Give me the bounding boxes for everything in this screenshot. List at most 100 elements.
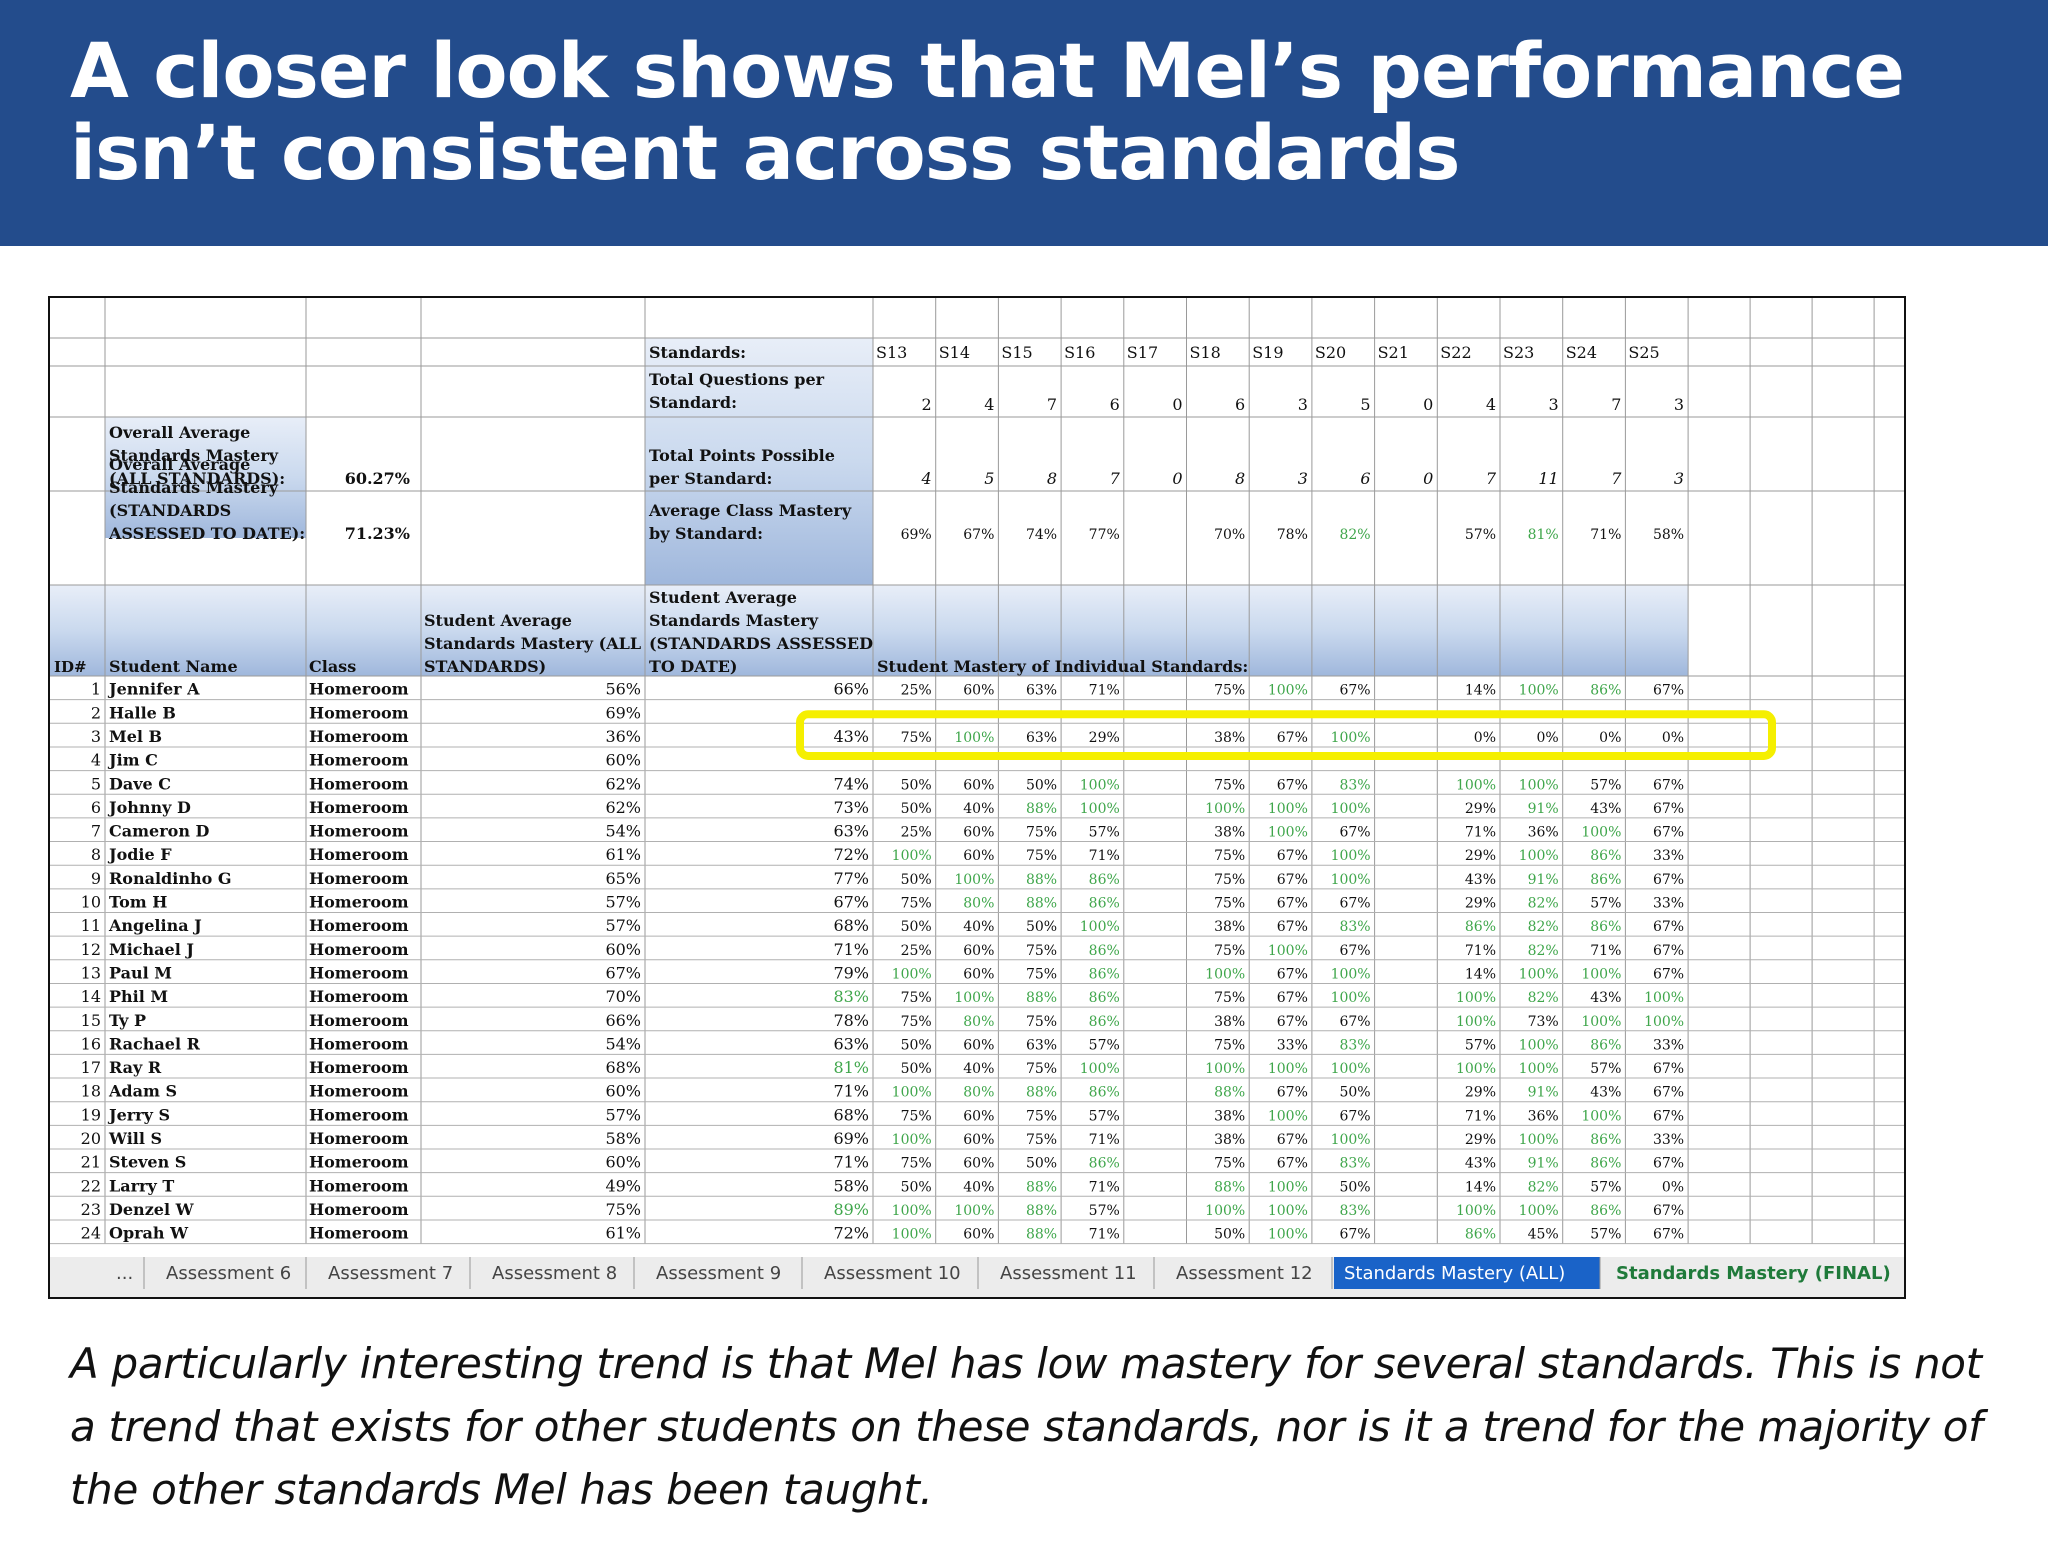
student-avg-to-date: 79% [833,963,869,982]
student-standard-score: 67% [1339,1014,1370,1030]
student-standard-score: 67% [1277,966,1308,982]
student-avg-to-date: 71% [833,940,869,959]
total-questions-value: 3 [1549,395,1559,414]
total-points-value: 5 [984,469,994,488]
student-class: Homeroom [309,703,409,722]
student-standard-score: 100% [1644,1014,1684,1030]
student-standard-score: 86% [1089,990,1120,1006]
student-standard-score: 100% [1644,990,1684,1006]
student-standard-score: 67% [1277,896,1308,912]
col-header-id: ID# [54,658,87,676]
student-standard-score: 29% [1465,896,1496,912]
student-standard-score: 86% [1089,872,1120,888]
student-standard-score: 88% [1026,1179,1057,1195]
student-standard-score: 75% [1214,943,1245,959]
overall-label-band [105,417,306,538]
student-avg-all: 61% [605,845,641,864]
student-avg-to-date: 69% [833,1129,869,1148]
student-standard-score: 100% [1581,1108,1621,1124]
student-standard-score: 100% [1519,848,1559,864]
student-standard-score: 60% [963,683,994,699]
student-standard-score: 33% [1653,848,1684,864]
student-standard-score: 63% [1026,1037,1057,1053]
student-standard-score: 50% [901,801,932,817]
student-standard-score: 100% [1519,1203,1559,1219]
student-standard-score: 67% [1339,896,1370,912]
student-standard-score: 33% [1277,1037,1308,1053]
student-standard-score: 67% [1653,1085,1684,1101]
student-standard-score: 67% [1653,919,1684,935]
student-class: Homeroom [309,916,409,935]
student-avg-to-date: 71% [833,1082,869,1101]
student-id: 20 [81,1129,101,1148]
standard-code: S19 [1252,343,1283,362]
student-name: Cameron D [109,822,210,841]
student-standard-score: 100% [954,1203,994,1219]
total-points-value: 6 [1360,469,1370,488]
student-avg-all: 60% [605,1153,641,1172]
student-standard-score: 40% [963,801,994,817]
student-standard-score: 75% [901,1156,932,1172]
student-standard-score: 50% [1339,1179,1370,1195]
student-name: Mel B [109,727,162,746]
student-standard-score: 67% [1277,1014,1308,1030]
student-name: Michael J [109,940,194,959]
student-standard-score: 50% [1026,1156,1057,1172]
student-standard-score: 86% [1089,1014,1120,1030]
student-standard-score: 100% [1268,1108,1308,1124]
student-standard-score: 67% [1339,943,1370,959]
sheet-tab: Assessment 11 [1000,1263,1137,1284]
student-standard-score: 71% [1465,825,1496,841]
student-standard-score: 67% [1277,919,1308,935]
student-standard-score: 75% [1026,966,1057,982]
student-standard-score: 91% [1528,872,1559,888]
student-standard-score: 75% [901,896,932,912]
student-id: 2 [91,703,101,722]
student-avg-all: 57% [605,893,641,912]
standard-code: S18 [1190,343,1221,362]
student-class: Homeroom [309,727,409,746]
student-standard-score: 36% [1528,825,1559,841]
avg-class-mastery-value: 70% [1214,527,1245,543]
student-standard-score: 75% [1026,1014,1057,1030]
student-standard-score: 100% [892,1227,932,1243]
student-standard-score: 25% [901,683,932,699]
student-standard-score: 100% [1331,1132,1371,1148]
student-standard-score: 100% [1519,1132,1559,1148]
student-avg-to-date: 78% [833,1011,869,1030]
student-standard-score: 100% [892,1132,932,1148]
overall-all-label: Overall Average Standards Mastery (ALL STA… [109,423,285,488]
student-standard-score: 100% [1331,1061,1371,1077]
student-avg-all: 61% [605,1224,641,1243]
student-standard-score: 57% [1590,1227,1621,1243]
student-standard-score: 100% [892,1085,932,1101]
student-standard-score: 60% [963,1108,994,1124]
student-avg-all: 60% [605,1082,641,1101]
student-class: Homeroom [309,845,409,864]
student-standard-score: 0% [1662,730,1684,746]
active-tab-background [1334,1257,1600,1289]
sheet-tab: Assessment 7 [328,1263,453,1284]
individual-standards-heading: Student Mastery of Individual Standards: [877,657,1248,676]
total-questions-value: 2 [922,395,932,414]
student-standard-score: 29% [1465,1085,1496,1101]
student-standard-score: 75% [1214,683,1245,699]
student-standard-score: 88% [1214,1085,1245,1101]
student-id: 21 [81,1153,101,1172]
student-standard-score: 40% [963,919,994,935]
student-standard-score: 50% [901,777,932,793]
student-standard-score: 100% [1268,943,1308,959]
slide-title: A closer look shows that Mel’s performan… [70,26,1905,197]
student-avg-all: 36% [605,727,641,746]
avg-class-mastery-label: Average Class Mastery by Standard: [648,501,852,543]
student-avg-to-date: 67% [833,893,869,912]
student-standard-score: 75% [1026,848,1057,864]
student-avg-to-date: 68% [833,916,869,935]
student-standard-score: 60% [963,1132,994,1148]
sheet-tab: Assessment 10 [824,1263,961,1284]
spreadsheet-grid: Standards: Total Questions per Standard: To… [50,298,1904,1297]
student-standard-score: 100% [1331,730,1371,746]
student-name: Jerry S [107,1105,170,1124]
student-standard-score: 60% [963,966,994,982]
student-standard-score: 71% [1089,1227,1120,1243]
